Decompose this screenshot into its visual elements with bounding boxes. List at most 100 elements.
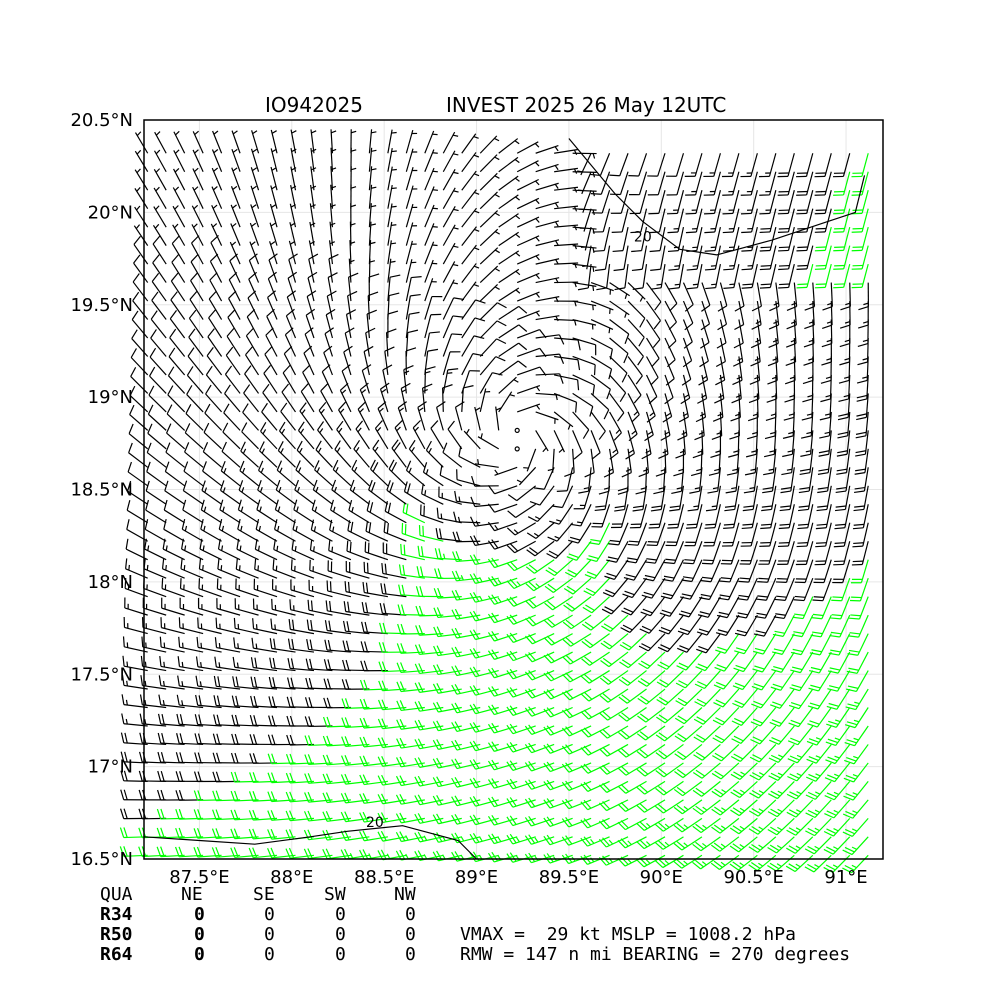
- wind-barb: [147, 423, 167, 450]
- barb-feather: [454, 684, 461, 694]
- barb-feather: [580, 855, 588, 865]
- barb-feather: [399, 831, 406, 842]
- wind-barb: [289, 599, 315, 616]
- barb-feather: [715, 681, 727, 687]
- wind-barb: [130, 366, 149, 394]
- barb-staff: [864, 430, 869, 455]
- barb-half-feather: [769, 450, 775, 453]
- barb-feather: [524, 653, 533, 663]
- barb-feather: [336, 420, 344, 430]
- barb-staff: [531, 706, 555, 717]
- barb-half-feather: [314, 506, 318, 512]
- barb-staff: [714, 504, 722, 528]
- barb-feather: [249, 753, 254, 764]
- barb-staff: [475, 577, 499, 584]
- barb-staff: [793, 282, 798, 307]
- barb-feather: [438, 548, 442, 559]
- barb-staff: [821, 596, 832, 619]
- wind-barb: [227, 309, 241, 339]
- barb-feather: [451, 833, 458, 843]
- barb-staff: [442, 387, 444, 412]
- barb-feather: [569, 536, 581, 541]
- barb-feather: [734, 324, 744, 331]
- barb-staff: [289, 762, 314, 765]
- wind-barb: [731, 374, 742, 404]
- barb-feather: [432, 683, 439, 694]
- wind-barb: [377, 774, 407, 786]
- barb-feather: [771, 668, 782, 673]
- wind-barb: [133, 254, 149, 283]
- barb-feather: [436, 795, 443, 805]
- barb-feather: [565, 780, 573, 790]
- barb-feather: [671, 490, 682, 495]
- barb-feather: [233, 828, 239, 839]
- barb-half-feather: [357, 427, 362, 433]
- wind-barb: [609, 319, 630, 345]
- barb-staff: [442, 261, 456, 283]
- wind-barb: [768, 744, 795, 763]
- barb-feather: [252, 828, 258, 839]
- barb-staff: [217, 588, 241, 598]
- barb-feather: [205, 365, 213, 376]
- wind-barb: [617, 743, 647, 758]
- barb-half-feather: [754, 376, 760, 380]
- barb-feather: [338, 401, 347, 411]
- barb-half-feather: [144, 661, 147, 667]
- barb-feather: [309, 658, 313, 670]
- barb-feather: [594, 508, 606, 512]
- barb-half-feather: [295, 526, 298, 532]
- wind-barb: [211, 828, 241, 839]
- barb-feather: [340, 793, 347, 804]
- barb-feather: [846, 739, 857, 744]
- barb-half-feather: [317, 447, 322, 453]
- barb-staff: [720, 780, 740, 798]
- barb-staff: [363, 706, 388, 710]
- barb-staff: [695, 504, 703, 528]
- barb-half-feather: [639, 296, 644, 302]
- barb-feather: [528, 797, 536, 807]
- barb-staff: [554, 355, 579, 361]
- wind-barb: [814, 541, 832, 566]
- barb-half-feather: [863, 302, 869, 306]
- barb-staff: [317, 429, 333, 450]
- wind-barb: [320, 383, 333, 413]
- barb-staff: [402, 511, 426, 524]
- barb-feather: [755, 598, 767, 601]
- barb-feather: [189, 291, 198, 300]
- barb-staff: [184, 451, 204, 468]
- wind-barb: [330, 499, 352, 524]
- barb-feather: [844, 864, 855, 871]
- barb-staff: [627, 337, 644, 357]
- barb-feather: [807, 809, 818, 816]
- barb-feather: [624, 333, 630, 345]
- wind-barb: [193, 827, 222, 839]
- barb-feather: [732, 379, 743, 386]
- barb-staff: [606, 743, 629, 757]
- wind-barb: [197, 617, 222, 635]
- barb-half-feather: [202, 545, 205, 551]
- barb-feather: [857, 324, 869, 329]
- wind-barb: [572, 392, 594, 417]
- barb-staff: [387, 277, 391, 302]
- barb-staff: [513, 577, 536, 590]
- barb-feather: [396, 738, 402, 749]
- wind-barb: [424, 278, 437, 302]
- barb-staff: [556, 522, 574, 542]
- barb-feather: [682, 576, 694, 579]
- barb-staff: [606, 780, 629, 793]
- barb-half-feather: [513, 379, 519, 383]
- barb-feather: [395, 775, 402, 786]
- barb-staff: [304, 333, 315, 357]
- barb-feather: [801, 416, 813, 421]
- barb-feather: [178, 846, 184, 857]
- wind-barb: [813, 559, 832, 584]
- barb-feather: [285, 829, 291, 840]
- wind-barb: [654, 854, 684, 869]
- barb-half-feather: [795, 827, 801, 831]
- wind-barb: [245, 346, 260, 376]
- barb-feather: [230, 847, 236, 858]
- wind-barb: [463, 428, 481, 450]
- barb-half-feather: [607, 468, 614, 472]
- barb-staff: [580, 504, 592, 527]
- barb-feather: [644, 561, 656, 564]
